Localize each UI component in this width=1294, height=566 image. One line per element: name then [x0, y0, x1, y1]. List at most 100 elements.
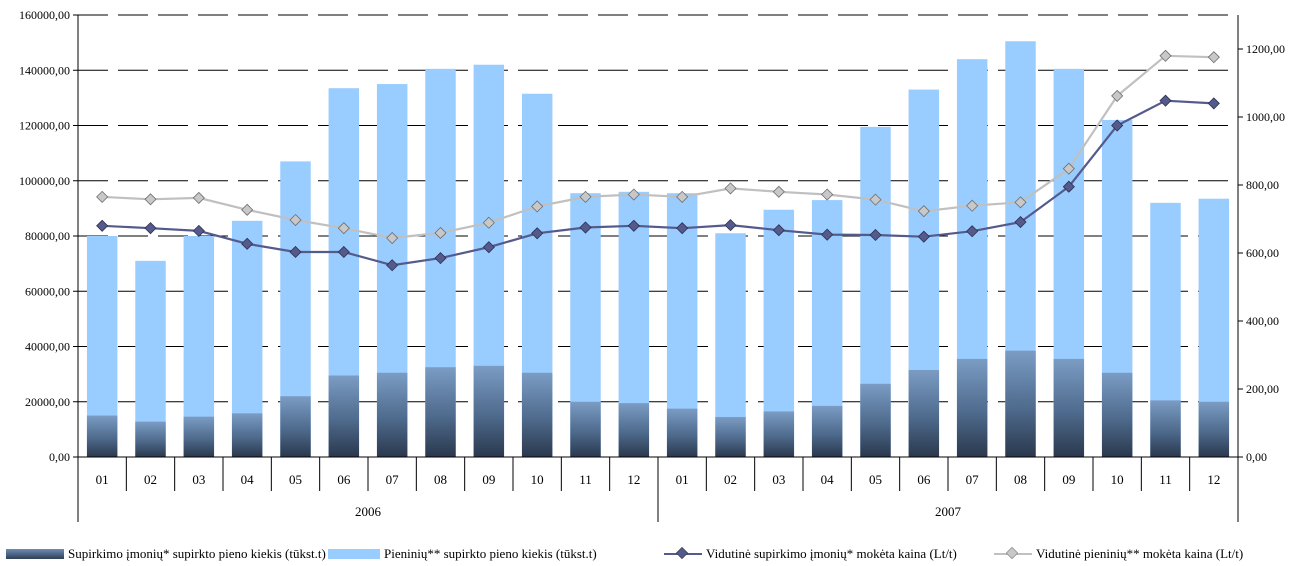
category-tick-label: 02: [144, 472, 157, 487]
category-tick-label: 06: [917, 472, 931, 487]
bar-intake-companies: [908, 369, 940, 457]
legend-label-intake-companies: Supirkimo įmonių* supirkto pieno kiekis …: [68, 546, 326, 561]
marker-dairies-price: [627, 188, 640, 201]
line-intake-price: [102, 99, 1214, 267]
bar-intake-companies: [280, 396, 311, 457]
bar-intake-companies: [666, 408, 698, 457]
right-axis-tick-label: 0,00: [1246, 450, 1267, 464]
marker-dairies-price: [966, 199, 979, 212]
bar-intake-companies: [1150, 400, 1181, 457]
marker-intake-price: [772, 224, 785, 237]
marker-intake-price: [241, 237, 254, 250]
category-tick-label: 01: [676, 472, 689, 487]
left-axis-tick-label: 100000,00: [19, 174, 70, 188]
marker-intake-price: [821, 228, 834, 241]
marker-intake-price: [869, 228, 882, 242]
right-axis-tick-label: 600,00: [1246, 246, 1279, 260]
bar-intake-companies: [956, 358, 988, 457]
marker-dairies-price: [917, 205, 930, 218]
category-tick-label: 11: [1159, 472, 1172, 487]
category-tick-label: 03: [192, 472, 205, 487]
marker-dairies-price: [434, 226, 447, 240]
marker-intake-price: [966, 225, 979, 238]
bar-intake-companies: [135, 421, 166, 457]
marker-dairies-price: [869, 193, 882, 206]
bar-intake-companies: [473, 365, 505, 457]
category-tick-label: 10: [1111, 472, 1124, 487]
marker-dairies-price: [1062, 162, 1075, 175]
right-axis-tick-label: 400,00: [1246, 314, 1279, 328]
bar-intake-companies: [811, 405, 843, 457]
bar-intake-companies: [1053, 358, 1085, 457]
left-axis-tick-label: 60000,00: [25, 284, 70, 298]
legend-label-dairies-price: Vidutinė pieninių** mokėta kaina (Lt/t): [1036, 546, 1244, 561]
marker-dairies-price: [1111, 89, 1124, 102]
marker-dairies-price: [96, 190, 109, 203]
legend-item-dairies-quantity: Pieninių** supirkto pieno kiekis (tūkst.…: [328, 546, 597, 562]
category-tick-label: 09: [1062, 472, 1075, 487]
marker-intake-price: [627, 219, 640, 232]
marker-dairies-price: [676, 190, 689, 203]
marker-dairies-price: [482, 216, 495, 229]
marker-intake-price: [96, 219, 109, 232]
marker-dairies-price: [144, 193, 157, 206]
bar-intake-companies: [570, 401, 601, 457]
marker-intake-price: [724, 219, 737, 232]
marker-dairies-price: [1207, 51, 1220, 64]
legend-item-intake-price: Vidutinė supirkimo įmonių* mokėta kaina …: [664, 546, 957, 562]
marker-dairies-price: [724, 182, 737, 195]
marker-dairies-price: [579, 190, 592, 203]
bar-intake-companies: [763, 411, 795, 457]
marker-dairies-price: [337, 222, 350, 235]
legend-label-dairies-quantity: Pieninių** supirkto pieno kiekis (tūkst.…: [384, 546, 597, 561]
bar-intake-companies: [86, 415, 118, 457]
legend: Supirkimo įmonių* supirkto pieno kiekis …: [0, 542, 1294, 566]
bar-intake-companies: [715, 416, 746, 457]
marker-intake-price: [1207, 97, 1220, 110]
left-axis-tick-label: 140000,00: [19, 63, 70, 77]
left-axis-tick-label: 160000,00: [19, 8, 70, 22]
left-axis-tick-label: 120000,00: [19, 119, 70, 133]
category-tick-label: 08: [434, 472, 447, 487]
marker-dairies-price: [386, 231, 399, 245]
bar-intake-companies: [521, 372, 553, 457]
marker-intake-price: [144, 222, 157, 235]
marker-intake-price: [289, 245, 302, 259]
category-tick-label: 12: [1207, 472, 1220, 487]
left-axis-tick-label: 20000,00: [25, 395, 70, 409]
category-tick-label: 03: [772, 472, 785, 487]
marker-dairies-price: [241, 203, 254, 216]
group-label: 2007: [935, 504, 962, 519]
legend-swatch-light-line: [994, 546, 1032, 561]
marker-dairies-price: [289, 213, 302, 227]
marker-intake-price: [482, 241, 495, 254]
right-axis-tick-label: 800,00: [1246, 178, 1279, 192]
marker-intake-price: [1014, 215, 1027, 229]
marker-intake-price: [917, 230, 930, 243]
bar-intake-companies: [231, 413, 263, 457]
marker-dairies-price: [821, 188, 834, 201]
bar-intake-companies: [425, 367, 456, 457]
category-tick-label: 05: [289, 472, 302, 487]
left-axis-tick-label: 80000,00: [25, 229, 70, 243]
legend-swatch-dark-line: [664, 546, 702, 561]
category-tick-label: 07: [386, 472, 400, 487]
marker-intake-price: [192, 224, 205, 237]
legend-swatch-light-bar: [328, 549, 380, 559]
bar-intake-companies: [618, 403, 650, 457]
marker-dairies-price: [192, 191, 205, 204]
category-tick-label: 10: [531, 472, 544, 487]
bar-intake-companies: [1198, 401, 1230, 457]
bar-intake-companies: [860, 383, 891, 457]
category-tick-label: 12: [627, 472, 640, 487]
marker-intake-price: [434, 252, 447, 265]
legend-item-intake-companies: Supirkimo įmonių* supirkto pieno kiekis …: [6, 546, 326, 562]
category-tick-label: 05: [869, 472, 882, 487]
marker-intake-price: [386, 259, 399, 272]
marker-intake-price: [531, 227, 544, 240]
bar-intake-companies: [376, 372, 408, 457]
group-label: 2006: [355, 504, 382, 519]
bar-intake-companies: [1101, 372, 1133, 457]
category-tick-label: 11: [579, 472, 592, 487]
bar-intake-companies: [1005, 350, 1036, 457]
